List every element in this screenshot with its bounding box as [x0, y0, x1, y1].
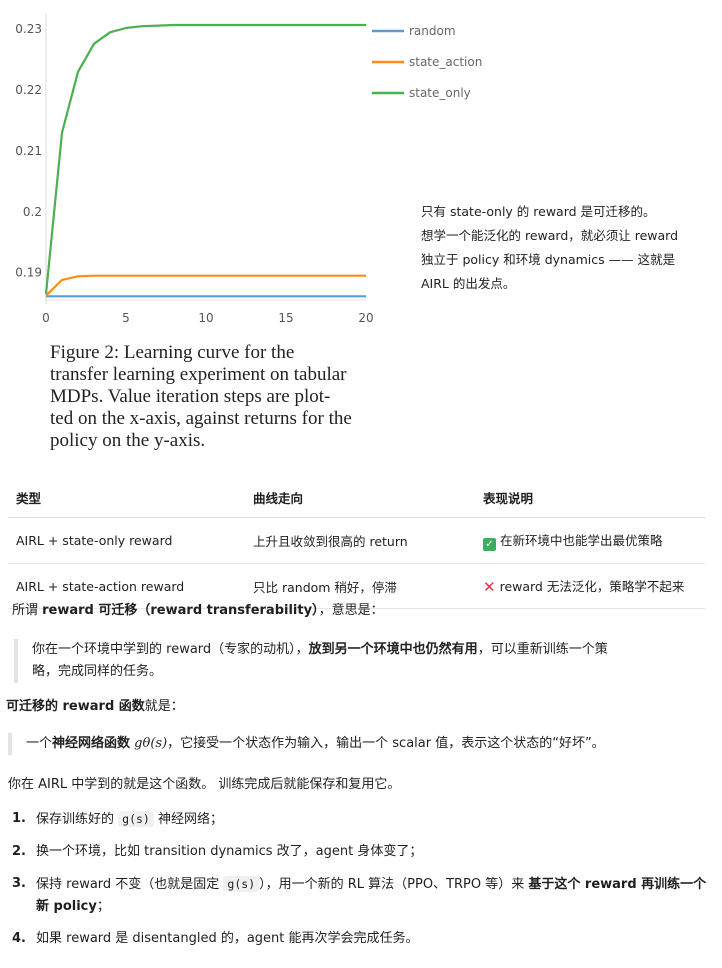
bold-span: 神经网络函数 — [52, 736, 131, 751]
paragraph-transferability: 所谓 reward 可迁移（reward transferability），意思… — [12, 600, 384, 622]
cell-desc: ✓ 在新环境中也能学出最优策略 — [475, 517, 705, 564]
cell-type: AIRL + state-action reward — [8, 563, 245, 609]
inline-code: g(s) — [223, 876, 260, 892]
y-tick-label: 0.21 — [15, 144, 42, 158]
text-span: 保存训练好的 — [36, 812, 119, 827]
text-span: ； — [96, 899, 110, 914]
text-span: ，可以重新训练一个策 — [477, 642, 608, 657]
text-span: ），用一个新的 RL 算法（PPO、TRPO 等）来 — [259, 877, 529, 892]
text-span: 略，完成同样的任务。 — [32, 664, 163, 679]
list-number: 3. — [12, 876, 26, 891]
y-tick-label: 0.23 — [15, 22, 42, 36]
x-tick-label: 5 — [122, 311, 130, 325]
steps-list: 1. 保存训练好的 g(s) 神经网络； 2. 换一个环境，比如 transit… — [10, 808, 710, 960]
note-line: AIRL 的出发点。 — [421, 276, 516, 291]
x-tick-label: 15 — [278, 311, 293, 325]
text-span: 保持 reward 不变（也就是固定 — [36, 877, 224, 892]
note-line: 独立于 policy 和环境 dynamics —— 这就是 — [421, 252, 676, 267]
legend-label-state_only: state_only — [409, 86, 471, 100]
y-tick-label: 0.2 — [23, 205, 42, 219]
side-note: 只有 state-only 的 reward 是可迁移的。 想学一个能泛化的 r… — [421, 200, 711, 296]
table-row: AIRL + state-only reward 上升且收敛到很高的 retur… — [8, 517, 705, 564]
series-line-state_only — [44, 23, 366, 295]
cell-desc-text: 在新环境中也能学出最优策略 — [500, 533, 663, 548]
caption-line: ted on the x-axis, against returns for t… — [50, 408, 352, 429]
paragraph-airl: 你在 AIRL 中学到的就是这个函数。 训练完成后就能保存和复用它。 — [8, 777, 401, 792]
x-tick-label: 20 — [358, 311, 373, 325]
quote-block-1: 你在一个环境中学到的 reward（专家的动机），放到另一个环境中也仍然有用，可… — [14, 639, 702, 683]
caption-line: transfer learning experiment on tabular — [50, 364, 347, 385]
text-span: 神经网络； — [153, 812, 223, 827]
table-row: AIRL + state-action reward 只比 random 稍好，… — [8, 563, 705, 609]
text-span: 如果 reward 是 disentangled 的，agent 能再次学会完成… — [36, 931, 419, 946]
bold-span: reward 可迁移（reward transferability） — [42, 603, 319, 618]
learning-curve-chart: 0 5 10 15 20 0.19 0.2 0.21 0.22 0.23 random state_a… — [0, 0, 490, 340]
list-item: 3. 保持 reward 不变（也就是固定 g(s) ），用一个新的 RL 算法（… — [10, 873, 710, 918]
x-tick-label: 10 — [198, 311, 213, 325]
cell-trend: 只比 random 稍好，停滞 — [245, 563, 475, 609]
table-header-row: 类型 曲线走向 表现说明 — [8, 480, 705, 518]
list-number: 2. — [12, 844, 26, 859]
cell-desc-text: reward 无法泛化，策略学不起来 — [499, 579, 685, 594]
bold-span: 放到另一个环境中也仍然有用 — [308, 642, 478, 657]
series-line-state_action — [45, 274, 366, 297]
quote-block-2: 一个神经网络函数 gθ(s)，它接受一个状态作为输入，输出一个 scalar 值… — [8, 733, 716, 755]
caption-line: MDPs. Value iteration steps are plot- — [50, 386, 331, 407]
x-tick-label: 0 — [42, 311, 50, 325]
cell-type: AIRL + state-only reward — [8, 517, 245, 564]
chart-svg: 0 5 10 15 20 0.19 0.2 0.21 0.22 0.23 random state_a… — [15, 14, 482, 325]
comparison-table: 类型 曲线走向 表现说明 AIRL + state-only reward 上升… — [8, 480, 705, 609]
math-expression: gθ(s) — [134, 736, 168, 751]
paragraph-reward-function: 可迁移的 reward 函数就是： — [6, 696, 184, 718]
bold-span: 基于这个 reward 再训练一个新 policy — [36, 877, 707, 914]
legend-label-state_action: state_action — [409, 55, 482, 69]
list-item: 1. 保存训练好的 g(s) 神经网络； — [10, 808, 710, 831]
figure-caption: Figure 2: Learning curve for the transfe… — [50, 342, 360, 452]
y-tick-label: 0.19 — [15, 266, 42, 280]
cell-trend: 上升且收敛到很高的 return — [245, 517, 475, 564]
inline-code: g(s) — [118, 811, 154, 827]
list-item: 4. 如果 reward 是 disentangled 的，agent 能再次学… — [10, 928, 710, 950]
note-line: 想学一个能泛化的 reward，就必须让 reward — [421, 228, 679, 243]
text-span: ，意思是： — [318, 603, 384, 618]
header-desc: 表现说明 — [475, 480, 705, 518]
cross-icon: ✕ — [483, 578, 496, 596]
check-icon: ✓ — [483, 538, 496, 551]
legend-label-random: random — [409, 24, 456, 38]
note-line: 只有 state-only 的 reward 是可迁移的。 — [421, 204, 656, 219]
text-span: 换一个环境，比如 transition dynamics 改了，agent 身体… — [36, 844, 423, 859]
cell-desc: ✕ reward 无法泛化，策略学不起来 — [475, 563, 705, 609]
text-span: 一个 — [26, 736, 53, 751]
text-span: ，它接受一个状态作为输入，输出一个 scalar 值，表示这个状态的“好坏”。 — [167, 736, 605, 751]
caption-line: policy on the y-axis. — [50, 430, 206, 451]
list-number: 4. — [12, 931, 26, 946]
text-span: 所谓 — [12, 603, 43, 618]
list-item: 2. 换一个环境，比如 transition dynamics 改了，agent… — [10, 841, 710, 863]
y-tick-label: 0.22 — [15, 83, 42, 97]
bold-span: 可迁移的 reward 函数 — [6, 699, 145, 714]
list-number: 1. — [12, 811, 26, 826]
header-type: 类型 — [8, 480, 245, 518]
caption-line: Figure 2: Learning curve for the — [50, 342, 295, 363]
header-trend: 曲线走向 — [245, 480, 475, 518]
text-span: 你在一个环境中学到的 reward（专家的动机）， — [32, 642, 309, 657]
text-span: 就是： — [144, 699, 184, 714]
